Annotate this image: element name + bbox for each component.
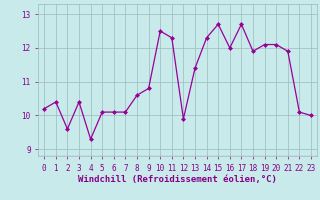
X-axis label: Windchill (Refroidissement éolien,°C): Windchill (Refroidissement éolien,°C)	[78, 175, 277, 184]
